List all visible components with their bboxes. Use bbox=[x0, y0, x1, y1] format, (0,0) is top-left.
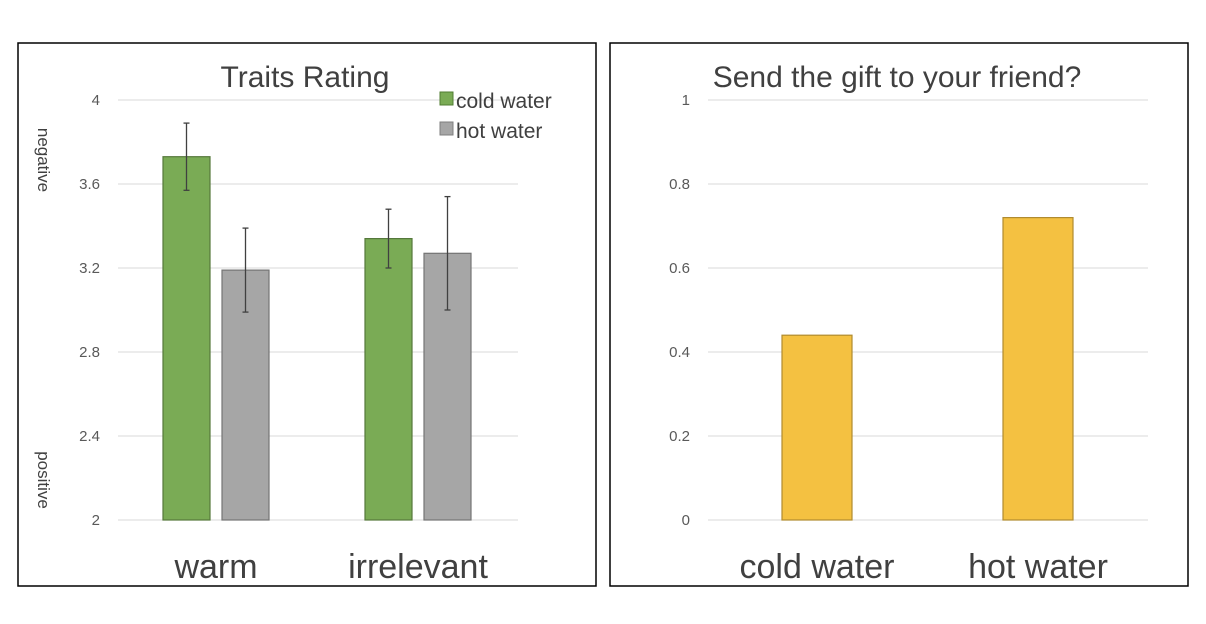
chart-traits-rating: 2 2.4 2.8 3.2 3.6 4 warm irrelevant Traits Rat… bbox=[17, 42, 597, 587]
error-bar-irrelevant-hot-water bbox=[444, 195, 451, 311]
legend-label-cold-water: cold water bbox=[456, 90, 552, 113]
error-bar-irrelevant-cold-water bbox=[385, 208, 392, 269]
y-tick-label: 1 bbox=[682, 92, 690, 109]
category-labels: cold water hot water bbox=[740, 548, 1108, 586]
legend-label-hot-water: hot water bbox=[456, 120, 542, 143]
panel-border bbox=[17, 42, 597, 587]
bar-hot-water bbox=[1002, 217, 1074, 521]
y-tick-label: 0.2 bbox=[669, 428, 690, 445]
gridlines bbox=[708, 99, 1148, 521]
y-tick-labels: 2 2.4 2.8 3.2 3.6 4 bbox=[79, 92, 100, 529]
y-tick-label: 3.2 bbox=[79, 260, 100, 277]
category-labels: warm irrelevant bbox=[173, 548, 488, 586]
y-tick-label: 2.8 bbox=[79, 344, 100, 361]
y-tick-label: 2 bbox=[92, 512, 100, 529]
error-bars bbox=[183, 122, 451, 313]
panel-border bbox=[609, 42, 1189, 587]
y-tick-label: 0 bbox=[682, 512, 690, 529]
category-label-cold-water: cold water bbox=[740, 548, 895, 586]
category-label-irrelevant: irrelevant bbox=[348, 548, 488, 586]
y-tick-label: 4 bbox=[92, 92, 100, 109]
chart-title: Send the gift to your friend? bbox=[713, 61, 1082, 94]
chart-send-gift: 0 0.2 0.4 0.6 0.8 1 cold water hot water Send … bbox=[609, 42, 1189, 587]
bar-warm-cold-water bbox=[162, 156, 211, 521]
y-tick-label: 2.4 bbox=[79, 428, 100, 445]
bars bbox=[781, 217, 1074, 521]
category-label-hot-water: hot water bbox=[968, 548, 1108, 586]
legend-swatch-hot-water bbox=[439, 121, 454, 136]
y-tick-label: 0.6 bbox=[669, 260, 690, 277]
legend: cold water hot water bbox=[439, 90, 552, 143]
legend-swatch-cold-water bbox=[439, 91, 454, 106]
y-tick-labels: 0 0.2 0.4 0.6 0.8 1 bbox=[669, 92, 690, 529]
chart-title: Traits Rating bbox=[221, 61, 390, 94]
y-tick-label: 0.8 bbox=[669, 176, 690, 193]
y-tick-label: 0.4 bbox=[669, 344, 690, 361]
category-label-warm: warm bbox=[173, 548, 257, 586]
annotation-negative: negative bbox=[34, 128, 53, 192]
annotation-positive: positive bbox=[34, 451, 53, 509]
error-bar-warm-hot-water bbox=[242, 227, 249, 313]
bar-irrelevant-cold-water bbox=[364, 238, 413, 521]
error-bar-warm-cold-water bbox=[183, 122, 190, 191]
bar-cold-water bbox=[781, 334, 853, 521]
y-tick-label: 3.6 bbox=[79, 176, 100, 193]
